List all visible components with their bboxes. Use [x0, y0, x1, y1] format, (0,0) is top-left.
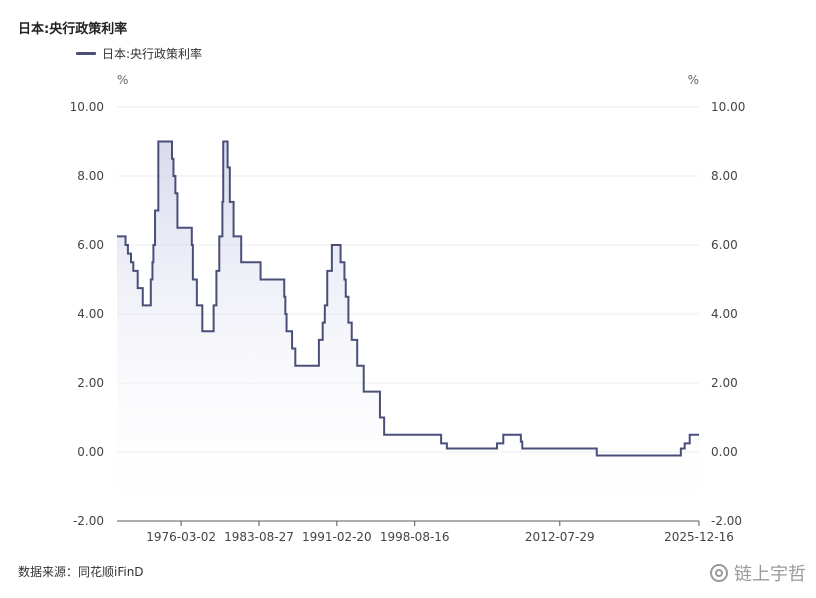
y-tick-label-right: 0.00 — [711, 445, 738, 459]
legend-label: 日本:央行政策利率 — [102, 47, 203, 61]
x-tick-label: 1976-03-02 — [146, 530, 216, 544]
y-tick-label-right: 10.00 — [711, 100, 745, 114]
y-unit-left: % — [117, 73, 128, 87]
chart-legend[interactable]: 日本:央行政策利率 — [76, 45, 202, 62]
series-area — [117, 141, 699, 521]
y-tick-label-right: 2.00 — [711, 376, 738, 390]
legend-swatch — [76, 52, 96, 55]
x-tick-label: 1998-08-16 — [380, 530, 450, 544]
y-tick-label-left: 4.00 — [77, 307, 104, 321]
y-tick-label-right: -2.00 — [711, 514, 742, 528]
tick-labels: 10.00 10.00 8.00 8.00 6.00 6.00 4.00 4.00 2.00 2.… — [70, 73, 746, 544]
data-source-note: 数据来源：同花顺iFinD — [18, 565, 144, 579]
x-tick-label: 2012-07-29 — [525, 530, 595, 544]
y-tick-label-left: 10.00 — [70, 100, 104, 114]
y-tick-label-left: 2.00 — [77, 376, 104, 390]
x-tick-label: 2025-12-16 — [664, 530, 734, 544]
y-tick-label-left: -2.00 — [73, 514, 104, 528]
watermark-logo-icon — [710, 564, 728, 582]
y-tick-label-left: 0.00 — [77, 445, 104, 459]
y-tick-label-left: 8.00 — [77, 169, 104, 183]
y-tick-label-right: 4.00 — [711, 307, 738, 321]
axes — [117, 520, 700, 526]
x-tick-label: 1991-02-20 — [302, 530, 372, 544]
y-tick-label-right: 8.00 — [711, 169, 738, 183]
series-line[interactable] — [117, 140, 699, 457]
x-tick-label: 1983-08-27 — [224, 530, 294, 544]
y-unit-right: % — [688, 73, 699, 87]
watermark: 链上宇哲 — [710, 560, 806, 586]
y-tick-label-right: 6.00 — [711, 238, 738, 252]
watermark-text: 链上宇哲 — [734, 564, 806, 585]
chart-title: 日本:央行政策利率 — [18, 22, 128, 37]
y-tick-label-left: 6.00 — [77, 238, 104, 252]
